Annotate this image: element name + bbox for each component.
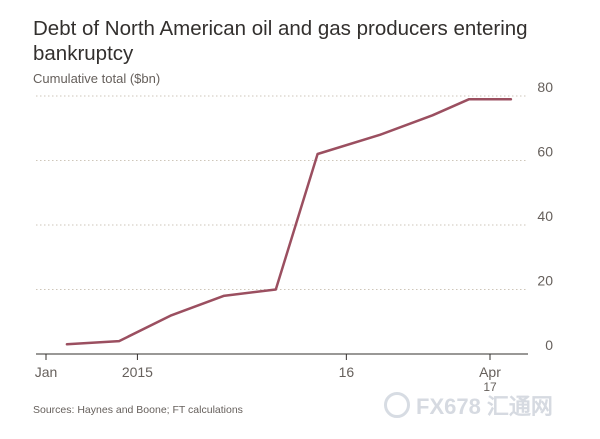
- x-tick-label: 16: [339, 364, 355, 380]
- x-tick-sublabel: 17: [483, 380, 497, 394]
- x-tick-label: 2015: [122, 364, 153, 380]
- series-group: [65, 97, 513, 346]
- y-tick-label: 40: [537, 208, 553, 224]
- watermark: FX678 汇通网: [384, 389, 553, 421]
- watermark-text: FX678 汇通网: [416, 394, 553, 419]
- y-tick-label: 80: [537, 79, 553, 95]
- x-tick-label: Apr: [479, 364, 501, 380]
- y-tick-labels: 0 20 40 60 80: [537, 79, 553, 353]
- y-axis-label: Cumulative total ($bn): [33, 71, 161, 86]
- y-tick-label: 60: [537, 144, 553, 160]
- chart-title: Debt of North American oil and gas produ…: [33, 17, 528, 65]
- gridlines: [36, 95, 528, 355]
- source-note: Sources: Haynes and Boone; FT calculatio…: [33, 404, 243, 416]
- y-tick-label: 20: [537, 273, 553, 289]
- x-tick-label: Jan: [35, 364, 58, 380]
- y-tick-label: 0: [545, 337, 553, 353]
- series-line: [65, 97, 513, 346]
- watermark-logo-icon: [384, 392, 410, 418]
